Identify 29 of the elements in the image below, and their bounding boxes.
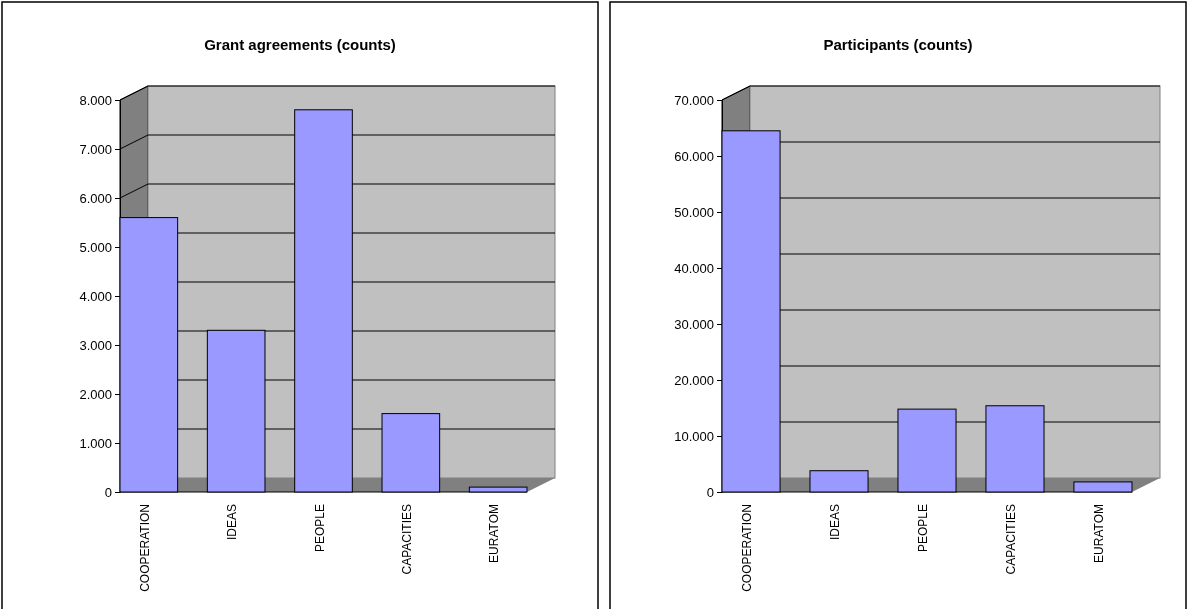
y-tick-label: 10.000 xyxy=(674,428,714,444)
y-tick-label: 7.000 xyxy=(79,141,112,157)
y-tick-label: 0 xyxy=(104,484,112,500)
y-tick-label: 4.000 xyxy=(79,288,112,304)
y-tick-label: 1.000 xyxy=(79,435,112,451)
y-tick-label: 2.000 xyxy=(79,386,112,402)
x-tick-label: PEOPLE xyxy=(916,504,931,553)
x-tick-label: CAPACITIES xyxy=(1004,504,1019,575)
y-tick-label: 50.000 xyxy=(674,204,714,220)
y-tick-label: 60.000 xyxy=(674,148,714,164)
y-tick-label: 70.000 xyxy=(674,92,714,108)
y-tick-label: 0 xyxy=(706,484,714,500)
y-tick-label: 5.000 xyxy=(79,239,112,255)
x-tick-label: IDEAS xyxy=(225,504,240,541)
y-tick-label: 40.000 xyxy=(674,260,714,276)
x-tick-label: COOPERATION xyxy=(740,504,755,592)
y-tick-label: 6.000 xyxy=(79,190,112,206)
x-tick-label: EURATOM xyxy=(487,504,502,563)
x-tick-label: PEOPLE xyxy=(312,504,327,553)
y-tick-label: 20.000 xyxy=(674,372,714,388)
x-tick-label: COOPERATION xyxy=(138,504,153,592)
x-tick-label: EURATOM xyxy=(1092,504,1107,563)
y-tick-label: 30.000 xyxy=(674,316,714,332)
chart-title: Participants (counts) xyxy=(823,36,973,53)
y-tick-label: 8.000 xyxy=(79,92,112,108)
x-tick-label: IDEAS xyxy=(828,504,843,541)
x-tick-label: CAPACITIES xyxy=(400,504,415,575)
y-tick-label: 3.000 xyxy=(79,337,112,353)
chart-title: Grant agreements (counts) xyxy=(204,36,396,53)
